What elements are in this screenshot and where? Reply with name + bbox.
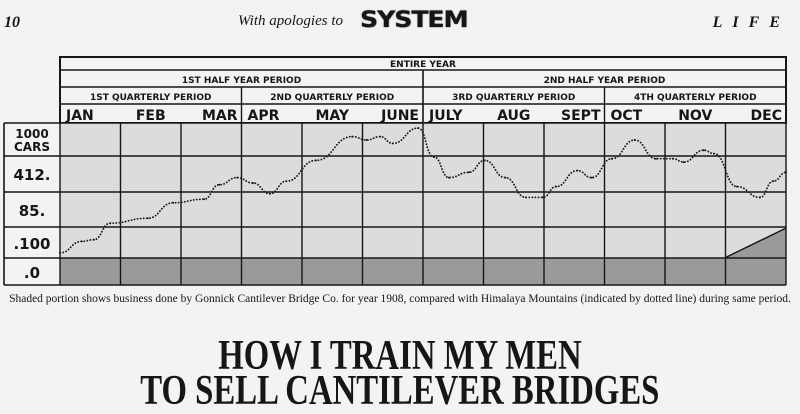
month-label-nov: NOV	[678, 108, 712, 124]
y-tick-label-2: 85.	[19, 202, 46, 220]
y-tick-label-4: CARS	[14, 140, 50, 154]
headline-line-2: TO SELL CANTILEVER BRIDGES	[0, 368, 800, 414]
data-point	[109, 222, 112, 225]
header-half-1: 1ST HALF YEAR PERIOD	[182, 76, 301, 86]
data-point	[146, 217, 149, 220]
data-point	[351, 135, 354, 138]
month-label-mar: MAR	[202, 108, 238, 124]
data-point	[654, 157, 657, 160]
apologies-text: With apologies to	[238, 13, 343, 29]
data-point	[671, 157, 674, 160]
chart: ENTIRE YEAR 1ST HALF YEAR PERIOD 2ND HALF …	[3, 56, 787, 286]
header-quarter-4: 4TH QUARTERLY PERIOD	[634, 93, 757, 103]
data-point	[610, 157, 613, 160]
data-point	[633, 139, 636, 141]
page-number: 10	[4, 14, 20, 31]
data-point	[467, 171, 470, 174]
header-quarter-1: 1ST QUARTERLY PERIOD	[90, 93, 212, 103]
data-point	[59, 251, 61, 254]
headline-text-1: HOW I TRAIN MY MEN	[218, 333, 582, 379]
data-point	[202, 198, 205, 201]
header-quarter-2: 2ND QUARTERLY PERIOD	[270, 93, 394, 103]
month-label-july: JULY	[428, 108, 463, 124]
data-point	[682, 161, 685, 164]
data-point	[365, 139, 368, 141]
data-point	[483, 159, 486, 162]
himalaya-dotted-line	[59, 127, 787, 254]
y-tick-label-3: 412.	[13, 166, 50, 184]
data-point	[172, 201, 175, 204]
headline-text-2: TO SELL CANTILEVER BRIDGES	[140, 368, 660, 414]
data-point	[702, 149, 705, 152]
data-point	[379, 135, 382, 138]
data-point	[448, 176, 451, 179]
header-half-2: 2ND HALF YEAR PERIOD	[544, 76, 666, 86]
system-logo: SYSTEM	[360, 8, 469, 33]
data-point	[555, 185, 558, 188]
data-point	[576, 169, 579, 172]
headline-line-1: HOW I TRAIN MY MEN	[0, 333, 800, 379]
header-entire-year: ENTIRE YEAR	[390, 60, 456, 70]
month-label-aug: AUG	[497, 108, 530, 124]
y-tick-label-1: .100	[13, 235, 50, 253]
data-point	[590, 176, 593, 179]
month-label-sept: SEPT	[561, 108, 601, 124]
month-label-june: JUNE	[380, 108, 419, 124]
shaded-edge	[725, 227, 787, 259]
data-point	[432, 156, 435, 158]
data-point	[524, 196, 527, 199]
y-tick-label-4: 1000	[15, 127, 48, 141]
data-point	[80, 240, 83, 243]
data-point	[758, 196, 761, 199]
data-point	[218, 183, 221, 186]
data-point	[785, 171, 787, 174]
caption: Shaded portion shows business done by Go…	[9, 293, 791, 305]
data-point	[713, 152, 716, 155]
month-label-oct: OCT	[611, 108, 643, 124]
data-point	[772, 180, 775, 183]
data-point	[541, 196, 544, 199]
data-point	[504, 176, 507, 179]
data-point	[735, 185, 738, 188]
data-point	[391, 142, 394, 145]
data-point	[314, 159, 317, 162]
data-point	[236, 176, 239, 179]
month-label-jan: JAN	[65, 108, 94, 124]
data-point	[268, 192, 271, 195]
data-point	[417, 127, 420, 130]
header-quarter-3: 3RD QUARTERLY PERIOD	[452, 93, 575, 103]
data-point	[285, 180, 288, 183]
month-label-may: MAY	[315, 108, 349, 124]
magazine-name: LIFE	[712, 14, 790, 31]
month-label-feb: FEB	[136, 108, 166, 124]
y-tick-label-0: .0	[24, 264, 40, 282]
month-label-apr: APR	[248, 108, 280, 124]
data-point	[92, 238, 95, 241]
data-point	[251, 182, 254, 184]
month-label-dec: DEC	[751, 108, 782, 124]
